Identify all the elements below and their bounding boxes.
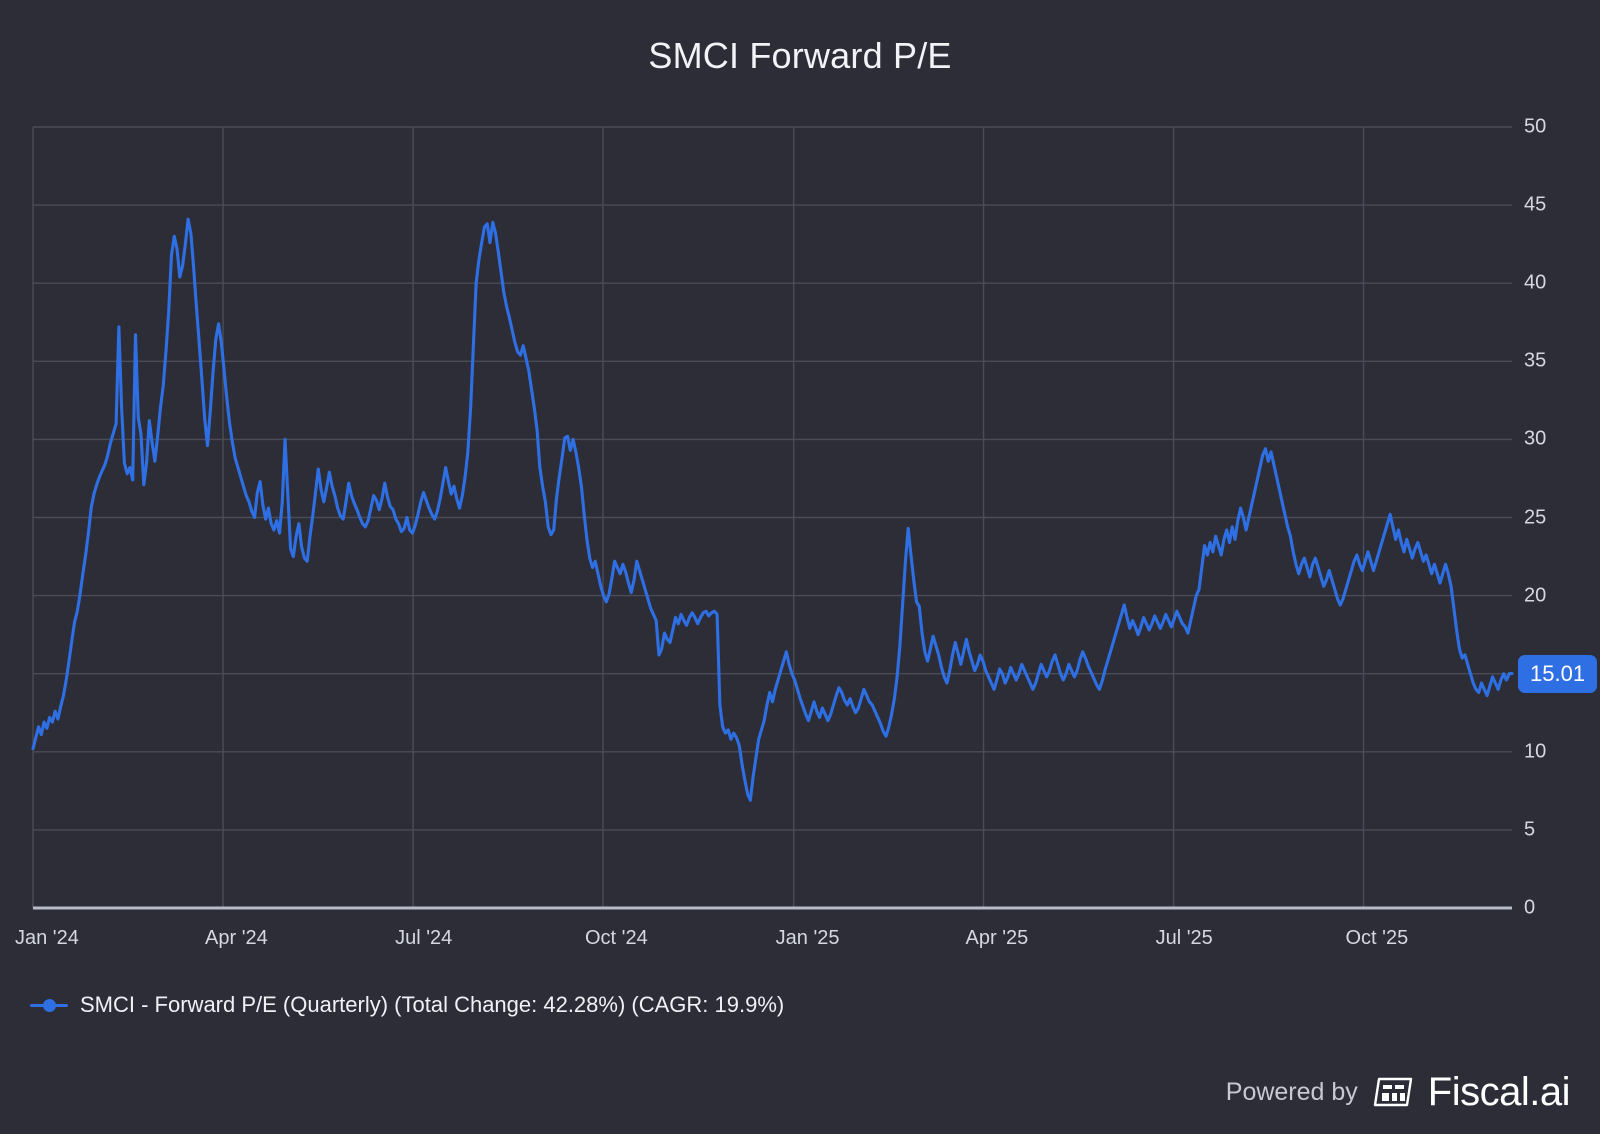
footer-branding: Powered by Fiscal.ai	[1225, 1070, 1571, 1114]
legend-series-label: SMCI - Forward P/E (Quarterly) (Total Ch…	[80, 992, 785, 1017]
series-line-smci-forward-pe	[31, 217, 1514, 802]
x-axis-tick-label: Apr '24	[205, 927, 268, 949]
powered-by-label: Powered by	[1225, 1077, 1358, 1106]
chart-legend[interactable]: SMCI - Forward P/E (Quarterly) (Total Ch…	[30, 988, 784, 1022]
y-axis-tick-label: 5	[1524, 818, 1536, 841]
y-axis-tick-label: 0	[1524, 896, 1536, 919]
brand-name-label: Fiscal.ai	[1427, 1070, 1571, 1114]
legend-series-marker-icon	[30, 998, 68, 1012]
x-axis-tick-label: Jul '24	[395, 927, 453, 949]
x-axis-tick-label: Apr '25	[965, 927, 1029, 949]
y-axis-tick-label: 50	[1524, 115, 1547, 138]
y-axis-tick-label: 30	[1524, 427, 1547, 450]
vertical-gridlines	[32, 127, 1365, 908]
horizontal-gridlines	[33, 126, 1512, 831]
y-axis-tick-label: 20	[1524, 584, 1547, 607]
last-value-badge: 15.01	[1518, 654, 1598, 693]
chart-title: SMCI Forward P/E	[648, 35, 952, 76]
y-axis-tick-label: 35	[1524, 349, 1547, 372]
y-axis-tick-label: 40	[1524, 271, 1547, 294]
y-axis-tick-label: 45	[1524, 193, 1547, 216]
plot-area: 0 5 10 20 25 30 35 40 45 50 Jan '24 Apr '24 Jul '24…	[15, 115, 1598, 949]
y-axis-tick-label: 10	[1524, 740, 1547, 763]
x-axis-tick-label: Jan '24	[15, 927, 79, 949]
x-axis-tick-label: Oct '24	[585, 927, 648, 949]
fiscal-ai-logo-icon	[1372, 1075, 1414, 1109]
y-axis-tick-label: 25	[1524, 506, 1547, 528]
x-axis-tick-label: Jul '25	[1155, 927, 1213, 949]
plot-svg	[31, 126, 1514, 910]
x-axis-tick-label: Oct '25	[1345, 927, 1409, 949]
x-axis-tick-label: Jan '25	[775, 927, 840, 949]
